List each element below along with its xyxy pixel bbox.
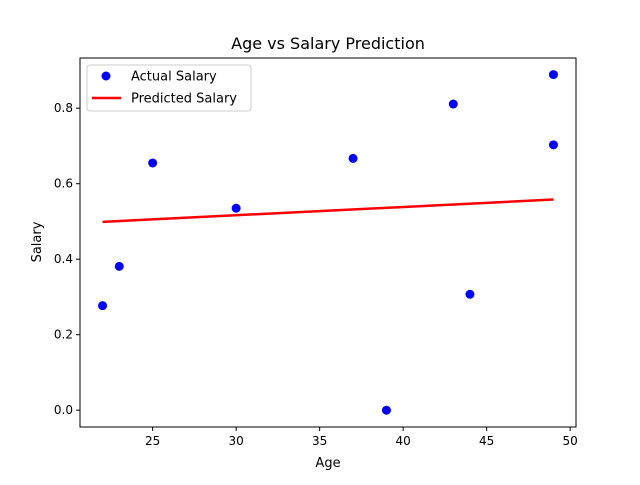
x-axis-label: Age <box>315 456 340 471</box>
scatter-point <box>231 203 241 213</box>
y-axis-label: Salary <box>30 221 45 262</box>
y-tick-label: 0.0 <box>54 403 73 417</box>
legend-label-actual-salary: Actual Salary <box>131 70 217 85</box>
x-tick-label: 35 <box>312 434 327 448</box>
legend-label-predicted-salary: Predicted Salary <box>131 92 237 107</box>
scatter-point <box>114 261 124 271</box>
x-tick-label: 30 <box>229 434 244 448</box>
x-tick-label: 50 <box>563 434 578 448</box>
scatter-point <box>98 301 108 311</box>
legend-marker-actual-salary <box>101 71 111 81</box>
axis-ticks: 25 30 35 40 45 50 0.0 0.2 0.4 0.6 0.8 <box>54 101 578 448</box>
chart-title: Age vs Salary Prediction <box>231 34 425 53</box>
x-tick-label: 45 <box>479 434 494 448</box>
x-tick-label: 40 <box>396 434 411 448</box>
scatter-point <box>348 153 358 163</box>
scatter-point <box>148 158 158 168</box>
y-tick-label: 0.8 <box>54 101 73 115</box>
scatter-point <box>548 70 558 80</box>
legend-box <box>86 64 252 112</box>
scatter-point <box>448 99 458 109</box>
x-tick-label: 25 <box>145 434 160 448</box>
prediction-line-layer <box>102 198 554 224</box>
legend: Actual Salary Predicted Salary <box>86 64 252 112</box>
scatter-points-layer <box>98 70 558 415</box>
prediction-line <box>102 198 554 224</box>
y-tick-label: 0.6 <box>54 177 73 191</box>
plot-frame <box>79 57 577 428</box>
scatter-point <box>381 405 391 415</box>
scatter-point <box>548 140 558 150</box>
y-tick-label: 0.2 <box>54 328 73 342</box>
scatter-point <box>465 289 475 299</box>
y-tick-label: 0.4 <box>54 252 73 266</box>
